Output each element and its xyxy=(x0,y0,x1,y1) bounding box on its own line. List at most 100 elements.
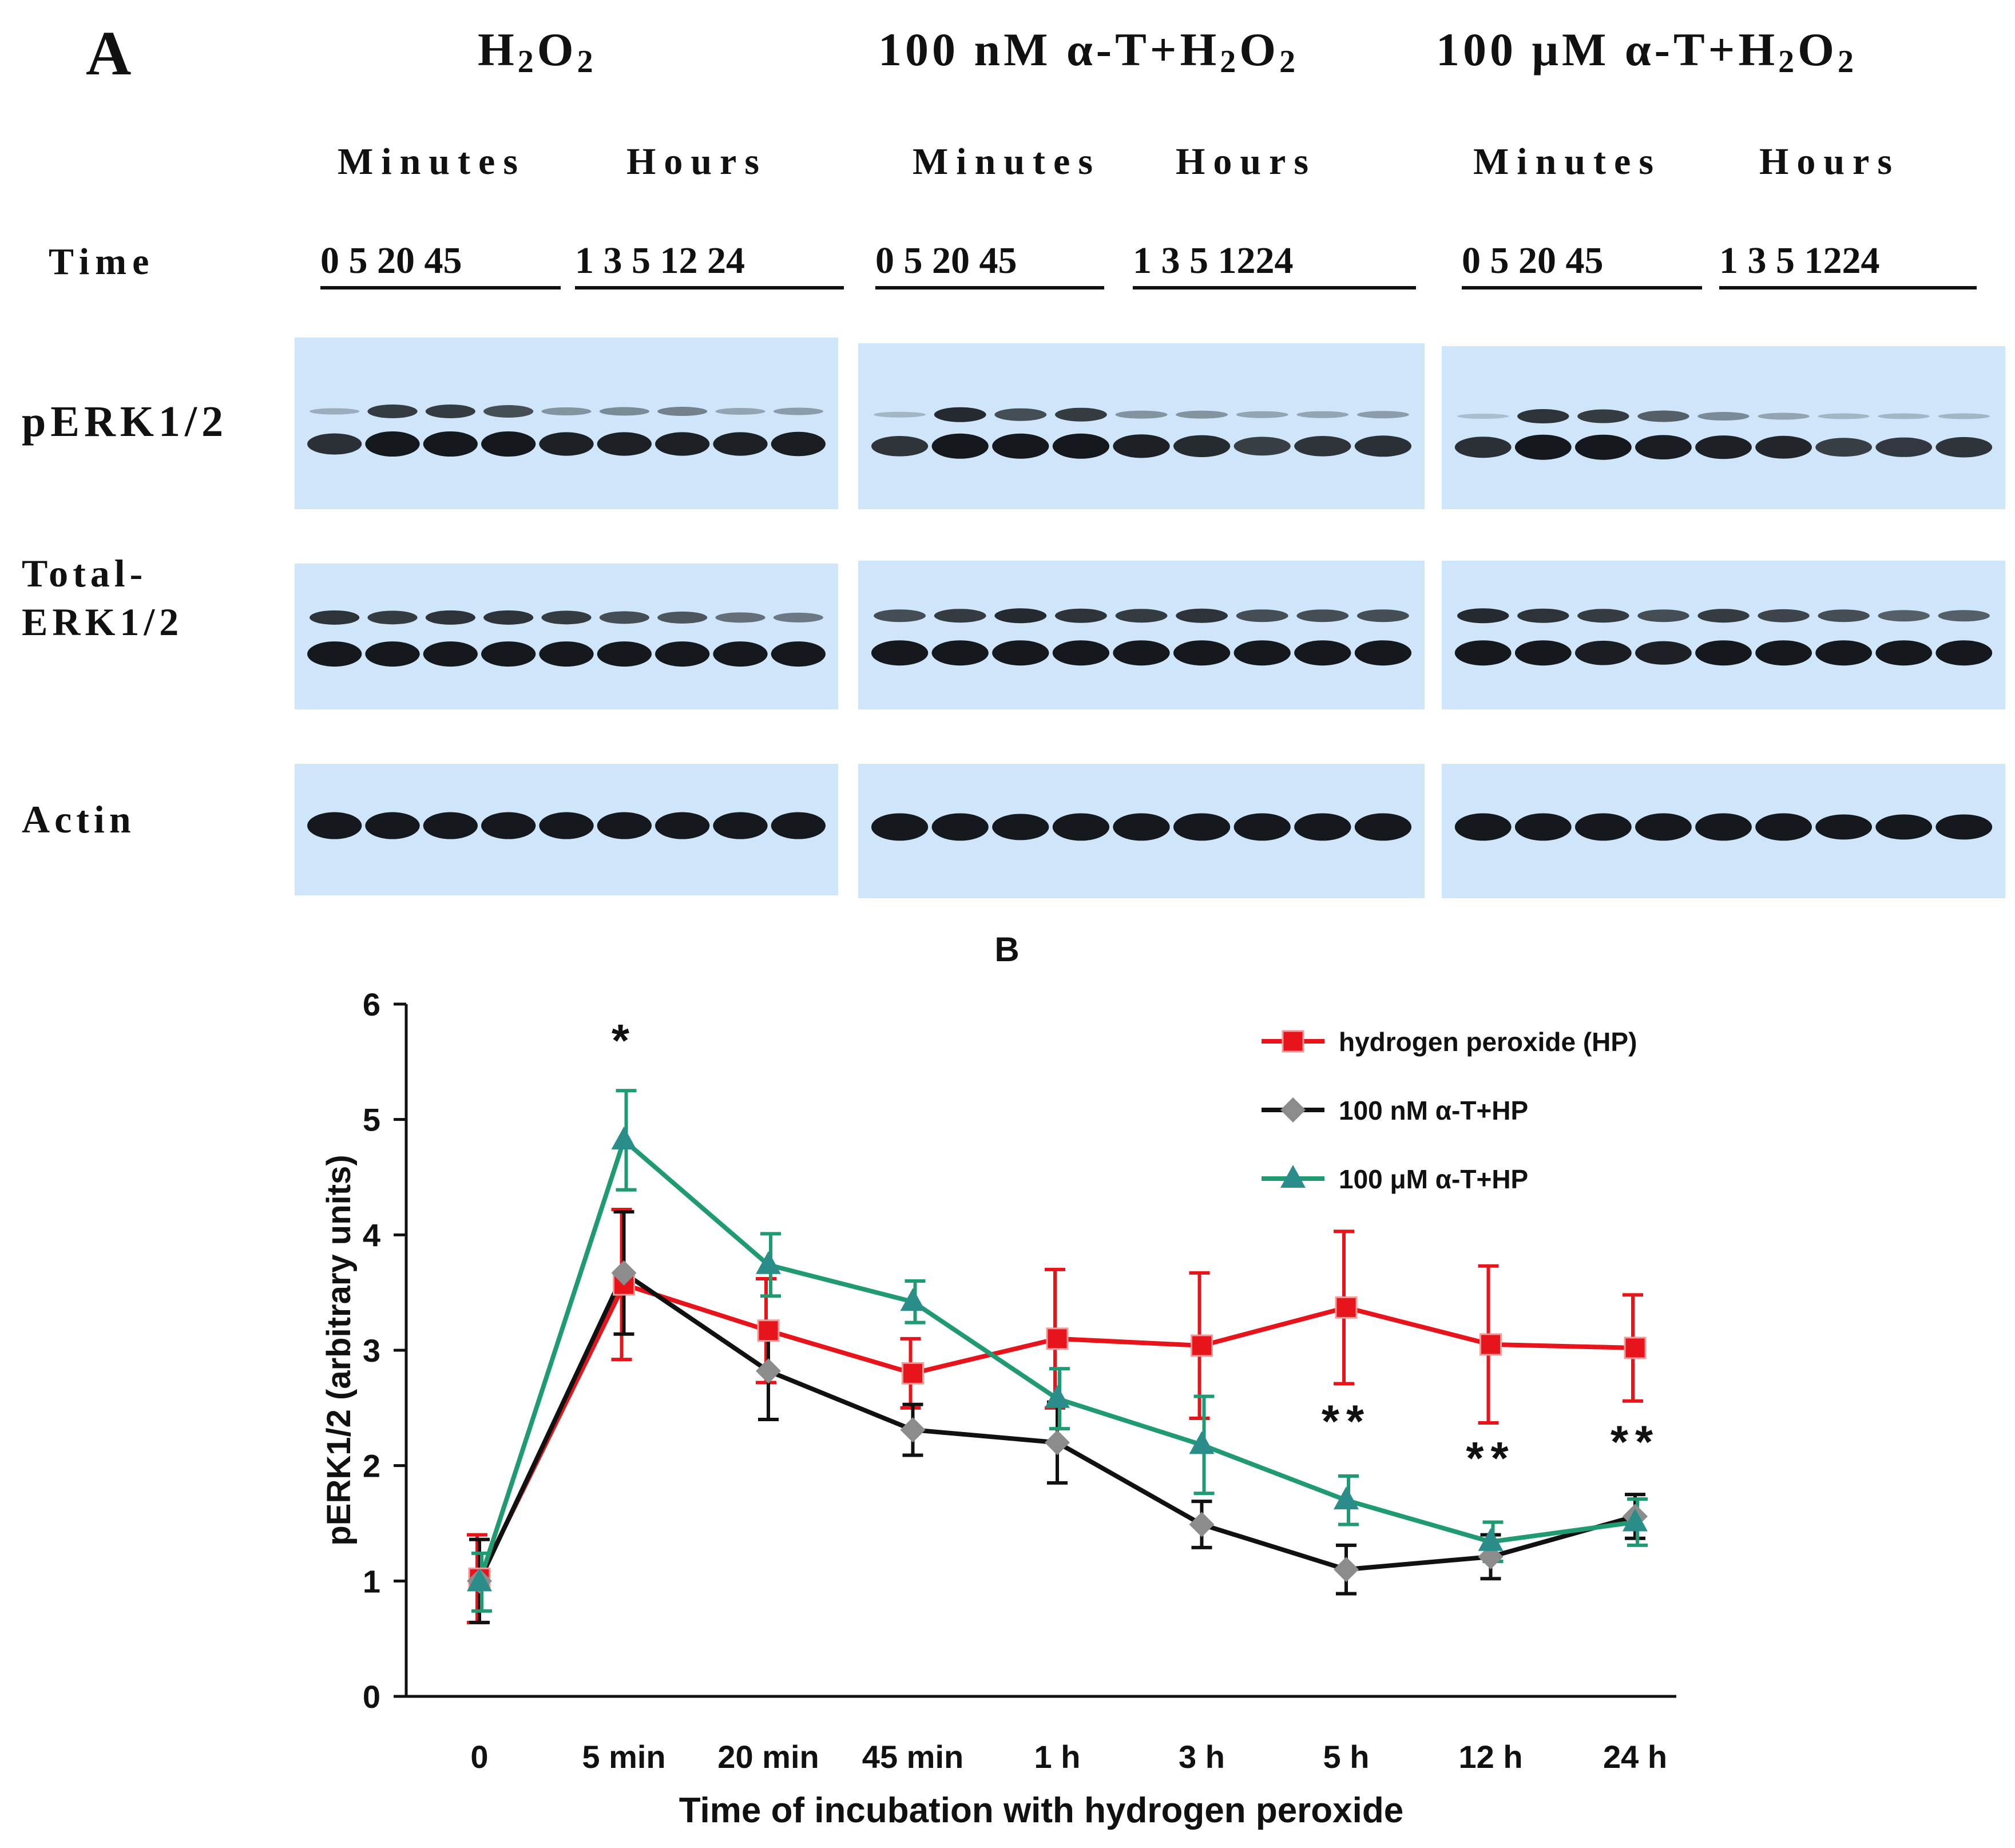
lower-band xyxy=(1935,437,1993,458)
actin-band xyxy=(1113,813,1170,841)
lane-minutes-2: 0 5 20 45 xyxy=(875,240,1017,281)
upper-band xyxy=(874,609,926,622)
data-point xyxy=(902,1362,924,1385)
upper-band xyxy=(1457,414,1509,419)
chart-title: B xyxy=(994,930,1019,969)
x-tick-label: 24 h xyxy=(1603,1739,1667,1775)
actin-band xyxy=(1695,813,1752,841)
upper-band xyxy=(934,609,986,623)
data-point xyxy=(1623,1508,1648,1532)
lane-minutes-1: 0 5 20 45 xyxy=(320,240,462,281)
x-tick-label: 20 min xyxy=(717,1739,819,1775)
data-point xyxy=(900,1417,926,1443)
data-point xyxy=(756,1251,781,1274)
y-tick-label: 2 xyxy=(363,1448,380,1484)
row-label-perk: pERK1/2 xyxy=(22,398,228,446)
lower-band xyxy=(1695,640,1752,666)
lower-band xyxy=(539,641,594,667)
actin-band xyxy=(713,812,768,839)
panel-b-line-chart: B 0 1 2 3 4 5 6 0 5 min 20 min 45 min 1 h 3 h 5 h 12 h 2… xyxy=(0,915,2015,1848)
actin-band xyxy=(992,814,1049,840)
lower-band xyxy=(1454,437,1512,458)
lower-band xyxy=(1574,434,1632,460)
upper-band xyxy=(773,612,823,622)
y-tick-label: 1 xyxy=(363,1563,380,1599)
data-point xyxy=(611,1126,637,1149)
lower-band xyxy=(1052,433,1110,459)
lower-band xyxy=(1354,435,1412,457)
data-point xyxy=(1335,1296,1358,1319)
upper-band xyxy=(715,612,765,623)
underline-minutes-3 xyxy=(1462,286,1702,290)
lower-band xyxy=(1815,438,1873,457)
significance-marker: ** xyxy=(1611,1417,1660,1468)
upper-band xyxy=(1517,409,1569,424)
upper-band xyxy=(1236,609,1288,622)
actin-band xyxy=(871,813,929,841)
lower-band xyxy=(1755,640,1812,666)
upper-band xyxy=(1758,609,1810,622)
upper-band xyxy=(599,611,649,624)
lane-hours-1: 1 3 5 12 24 xyxy=(575,240,745,281)
upper-band xyxy=(1878,413,1930,419)
x-tick-label: 5 h xyxy=(1323,1739,1370,1775)
lower-band xyxy=(1233,640,1291,666)
lower-band xyxy=(423,431,478,457)
condition-title-100um-at: 100 μM α-T+H2O2 xyxy=(1436,23,1857,80)
x-tick-label: 45 min xyxy=(862,1739,963,1775)
upper-band xyxy=(1296,411,1349,418)
lower-band xyxy=(1173,435,1231,457)
upper-band xyxy=(367,610,418,625)
upper-band xyxy=(1236,411,1288,418)
upper-band xyxy=(1176,608,1228,623)
hours-label-1: Hours xyxy=(626,141,768,183)
actin-band xyxy=(1233,813,1291,841)
x-tick-label: 1 h xyxy=(1034,1739,1081,1775)
lower-band xyxy=(307,641,362,667)
lower-band xyxy=(771,431,826,457)
lower-band xyxy=(1294,436,1351,457)
lower-band xyxy=(871,640,929,666)
data-point xyxy=(757,1319,780,1342)
lower-band xyxy=(1294,640,1351,666)
lower-band xyxy=(931,640,989,666)
upper-band xyxy=(1637,410,1689,422)
lane-hours-3: 1 3 5 1224 xyxy=(1719,240,1880,281)
upper-band xyxy=(773,407,823,415)
legend-marker xyxy=(1282,1030,1304,1053)
hours-label-2: Hours xyxy=(1176,141,1317,183)
lower-band xyxy=(1233,437,1291,456)
lower-band xyxy=(1635,435,1692,459)
x-tick-label: 3 h xyxy=(1179,1739,1225,1775)
data-point xyxy=(1334,1557,1359,1583)
upper-band xyxy=(1356,411,1409,419)
upper-band xyxy=(657,407,708,416)
data-point xyxy=(1045,1385,1070,1408)
underline-hours-1 xyxy=(575,286,844,290)
actin-band xyxy=(1454,813,1512,841)
upper-band xyxy=(994,608,1047,624)
lower-band xyxy=(481,431,536,457)
data-point xyxy=(1479,1333,1502,1356)
blot-actin-100nm xyxy=(858,764,1425,898)
actin-band xyxy=(1755,813,1812,841)
lane-minutes-3: 0 5 20 45 xyxy=(1462,240,1604,281)
y-tick-label: 3 xyxy=(363,1333,380,1369)
row-label-total-erk: Total- ERK1/2 xyxy=(22,552,184,644)
data-point xyxy=(1478,1528,1504,1551)
upper-band xyxy=(541,407,592,415)
upper-band xyxy=(1115,609,1168,623)
lower-band xyxy=(1514,640,1572,666)
actin-band xyxy=(931,813,989,841)
actin-band xyxy=(597,812,652,839)
actin-band xyxy=(365,812,420,839)
actin-band xyxy=(1574,813,1632,841)
legend-marker xyxy=(1280,1165,1306,1188)
underline-minutes-2 xyxy=(875,286,1104,290)
lower-band xyxy=(713,432,768,456)
lower-band xyxy=(539,432,594,456)
data-point xyxy=(1334,1486,1359,1510)
actin-band xyxy=(655,812,710,839)
actin-band xyxy=(1354,813,1412,841)
actin-band xyxy=(1815,814,1873,840)
